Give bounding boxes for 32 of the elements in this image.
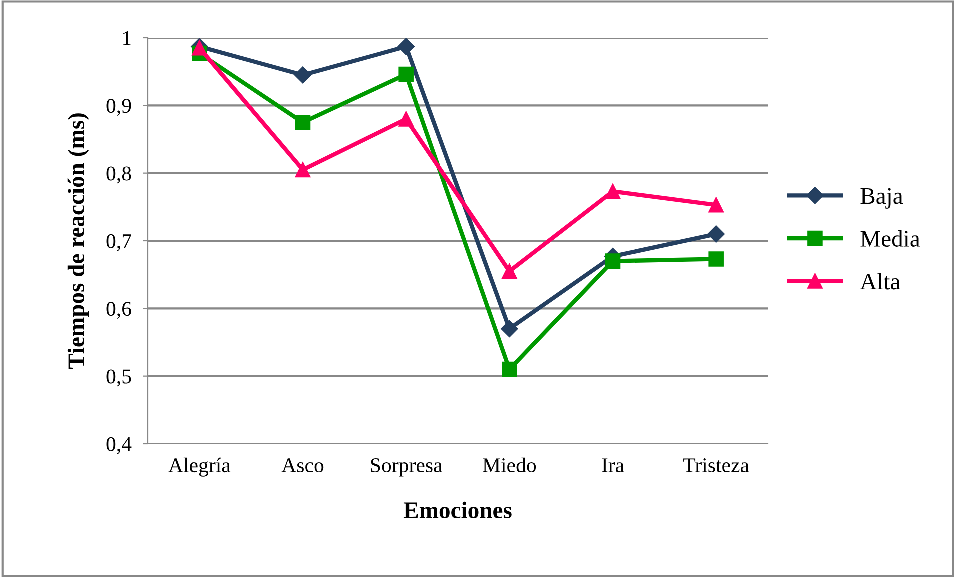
x-tick-label: Ira (602, 458, 624, 473)
y-tick-label: 0,9 (106, 99, 132, 116)
y-tick-label: 0,7 (106, 234, 132, 252)
point (502, 264, 518, 280)
y-tick-label: 0,6 (106, 302, 132, 320)
point (708, 226, 725, 243)
point (295, 162, 311, 178)
x-axis-title: Emociones (404, 502, 512, 518)
x-tick-label: Asco (282, 458, 324, 473)
point (502, 362, 518, 378)
legend-label: Media (860, 230, 920, 247)
x-tick-label: Miedo (483, 458, 536, 473)
y-tick-label: 0,5 (106, 370, 132, 387)
legend-label: Alta (860, 273, 900, 290)
point (398, 66, 414, 82)
point (295, 114, 311, 130)
x-tick-label: Sorpresa (371, 458, 442, 477)
y-axis-title: Tiempos de reacción (ms) (68, 114, 90, 370)
point (708, 197, 724, 213)
point (294, 66, 312, 84)
x-tick-label: Alegría (168, 458, 231, 477)
legend-label: Baja (860, 188, 904, 209)
y-tick-label: 0,4 (106, 437, 132, 454)
point (398, 112, 414, 127)
point (708, 252, 724, 267)
y-tick-label: 0,8 (106, 166, 132, 184)
x-tick-label: Tristeza (684, 458, 750, 473)
point (501, 320, 518, 338)
point (605, 254, 621, 269)
y-tick-label: 1 (123, 31, 131, 46)
point (398, 38, 415, 56)
point (605, 184, 621, 200)
